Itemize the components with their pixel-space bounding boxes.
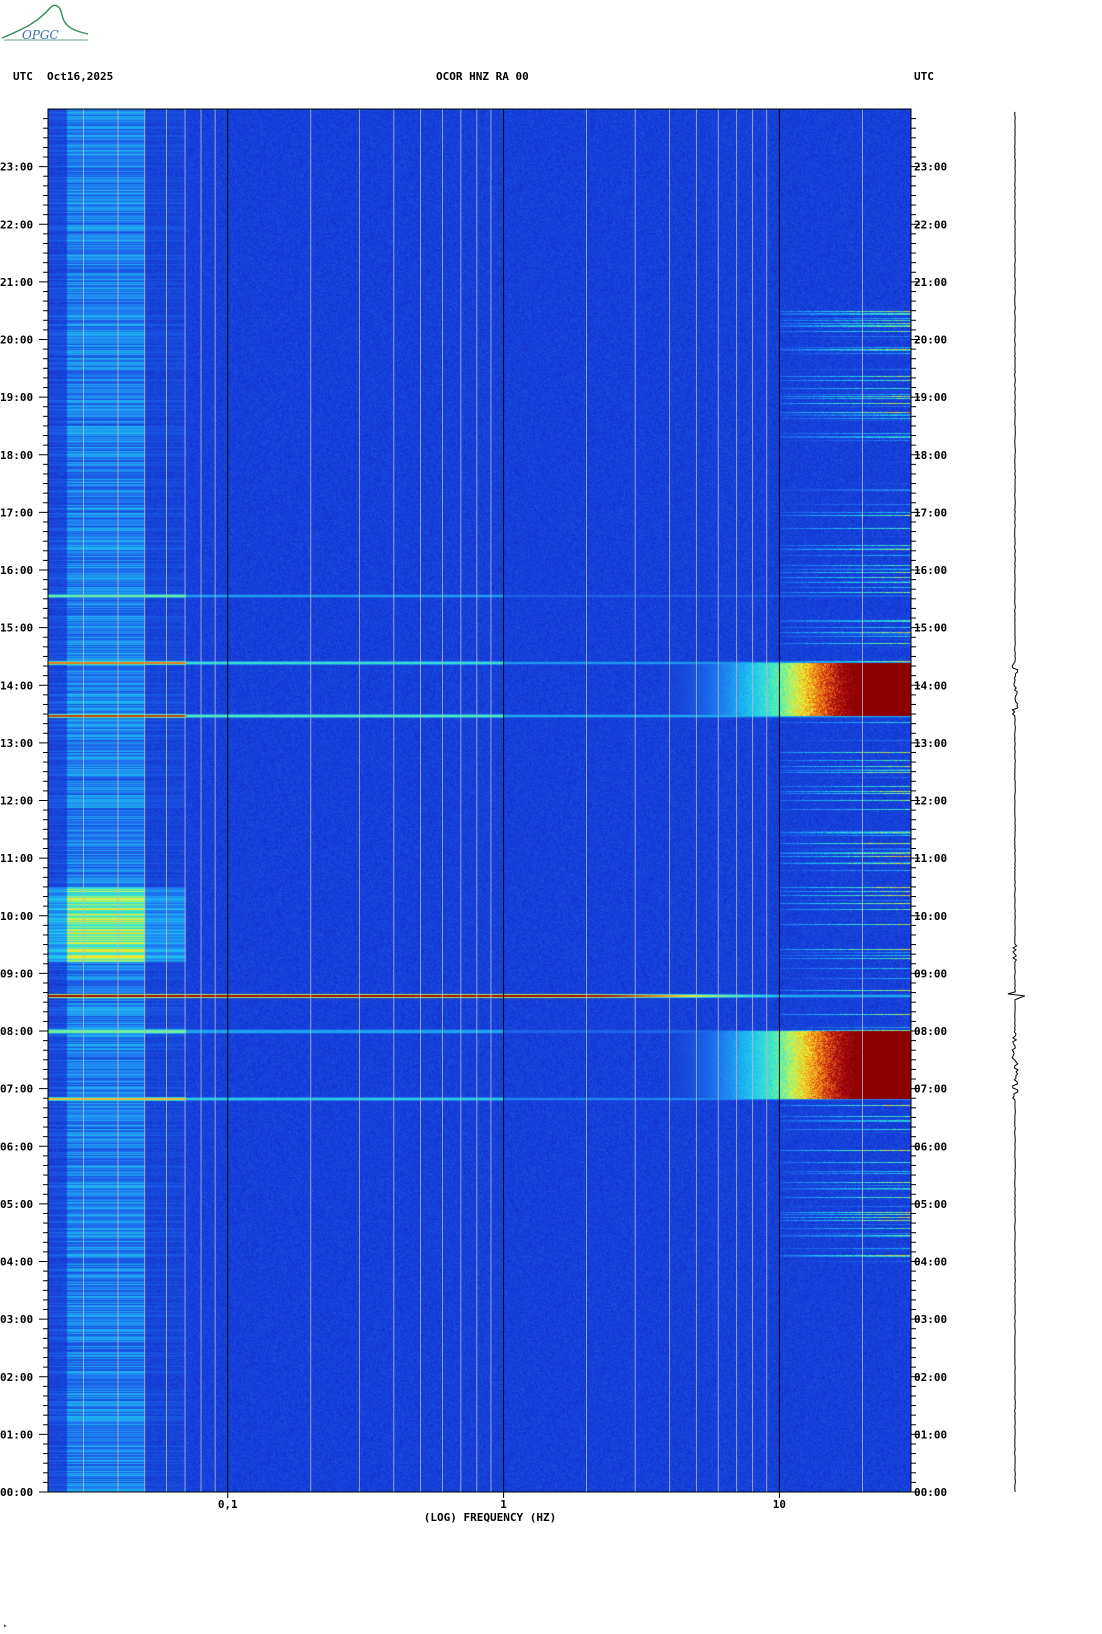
y-tick-label-right: 12:00: [914, 795, 947, 808]
y-tick-label-right: 17:00: [914, 506, 947, 519]
y-tick-label-right: 15:00: [914, 622, 947, 635]
y-tick-label-left: 19:00: [0, 391, 33, 404]
y-tick-label-left: 20:00: [0, 334, 33, 347]
y-tick-label-right: 07:00: [914, 1083, 947, 1096]
y-tick-label-left: 08:00: [0, 1025, 33, 1038]
y-tick-label-right: 18:00: [914, 449, 947, 462]
y-tick-label-left: 02:00: [0, 1371, 33, 1384]
header-left-tz: UTC: [13, 70, 33, 83]
y-tick-label-right: 11:00: [914, 852, 947, 865]
spectrogram-heatmap: [48, 109, 911, 1492]
y-tick-label-right: 19:00: [914, 391, 947, 404]
y-tick-label-right: 09:00: [914, 967, 947, 980]
y-tick-label-right: 03:00: [914, 1313, 947, 1326]
y-tick-label-left: 15:00: [0, 622, 33, 635]
y-tick-label-left: 04:00: [0, 1256, 33, 1269]
y-tick-label-right: 02:00: [914, 1371, 947, 1384]
y-tick-label-right: 20:00: [914, 334, 947, 347]
x-tick-label: 1: [500, 1498, 507, 1511]
x-tick-label: 10: [773, 1498, 786, 1511]
y-tick-label-right: 14:00: [914, 679, 947, 692]
y-tick-label-right: 00:00: [914, 1486, 947, 1499]
y-tick-label-left: 03:00: [0, 1313, 33, 1326]
svg-text:OPGC: OPGC: [22, 28, 59, 42]
y-tick-label-right: 21:00: [914, 276, 947, 289]
y-tick-label-left: 21:00: [0, 276, 33, 289]
corner-mark: ▴: [3, 1622, 7, 1629]
header-station: OCOR HNZ RA 00: [436, 70, 529, 83]
y-tick-label-right: 01:00: [914, 1428, 947, 1441]
y-tick-label-right: 22:00: [914, 218, 947, 231]
seismogram-trace: [1007, 111, 1025, 1493]
y-tick-label-left: 14:00: [0, 679, 33, 692]
frequency-axis: 0,1 1 10: [218, 1492, 786, 1511]
y-tick-label-right: 08:00: [914, 1025, 947, 1038]
y-tick-label-left: 09:00: [0, 967, 33, 980]
y-tick-label-left: 17:00: [0, 506, 33, 519]
y-tick-label-right: 23:00: [914, 161, 947, 174]
y-tick-label-right: 05:00: [914, 1198, 947, 1211]
y-tick-label-left: 16:00: [0, 564, 33, 577]
opgc-logo: OPGC: [1, 4, 89, 42]
y-tick-label-left: 01:00: [0, 1428, 33, 1441]
y-tick-label-left: 11:00: [0, 852, 33, 865]
y-tick-label-left: 00:00: [0, 1486, 33, 1499]
y-tick-label-left: 13:00: [0, 737, 33, 750]
y-tick-label-left: 07:00: [0, 1083, 33, 1096]
header-right-tz: UTC: [914, 70, 934, 83]
y-tick-label-right: 10:00: [914, 910, 947, 923]
x-axis-label: (LOG) FREQUENCY (HZ): [424, 1511, 556, 1524]
y-tick-label-right: 16:00: [914, 564, 947, 577]
header-date: Oct16,2025: [47, 70, 114, 83]
y-tick-label-left: 05:00: [0, 1198, 33, 1211]
x-tick-label: 0,1: [218, 1498, 238, 1511]
y-tick-label-left: 22:00: [0, 218, 33, 231]
y-tick-label-right: 04:00: [914, 1256, 947, 1269]
frequency-gridlines: [83, 109, 912, 1492]
y-tick-label-right: 13:00: [914, 737, 947, 750]
y-tick-label-left: 23:00: [0, 161, 33, 174]
y-tick-label-left: 06:00: [0, 1140, 33, 1153]
y-tick-label-right: 06:00: [914, 1140, 947, 1153]
time-axes: 00:00 00:00 01:00 01:00 02:00 02:00 03:00 03:00…: [0, 118, 947, 1499]
seismogram-trace-path: [1007, 111, 1025, 1493]
y-tick-label-left: 12:00: [0, 795, 33, 808]
y-tick-label-left: 10:00: [0, 910, 33, 923]
y-tick-label-left: 18:00: [0, 449, 33, 462]
